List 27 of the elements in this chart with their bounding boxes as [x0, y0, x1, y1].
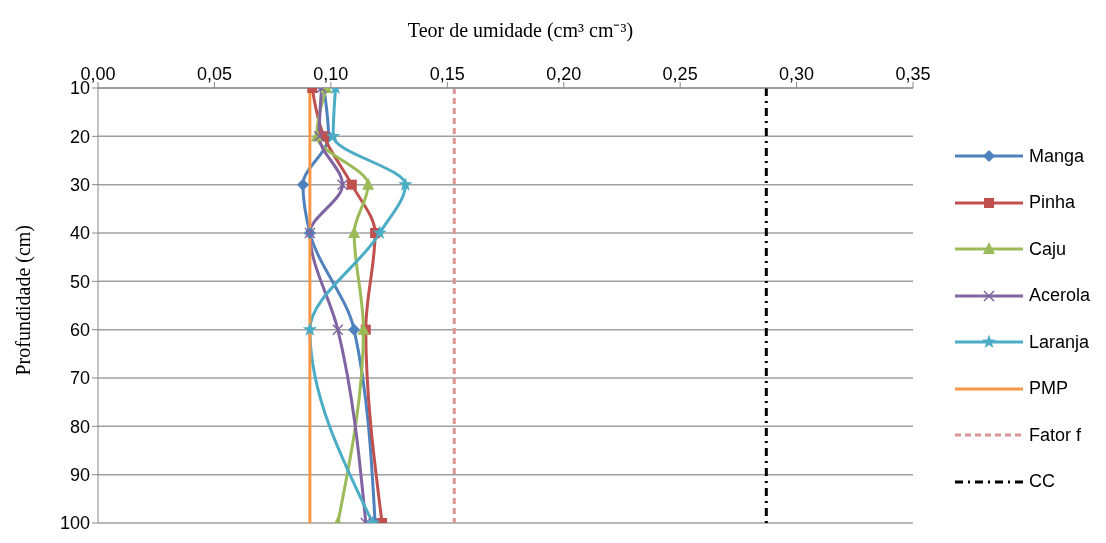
x-tick-label: 0,30 — [779, 64, 815, 84]
legend-label: PMP — [1029, 378, 1069, 400]
y-tick-label: 20 — [69, 126, 90, 147]
x-tick-label: 0,20 — [546, 64, 582, 84]
y-tick-label: 40 — [69, 223, 90, 244]
legend-label: CC — [1029, 471, 1055, 493]
y-tick-label: 80 — [69, 416, 90, 437]
x-tick-label: 0,25 — [662, 64, 698, 84]
y-tick-label: 60 — [69, 320, 90, 341]
y-axis-title: Profundidade (cm) — [12, 224, 36, 376]
x-tick-label: 0,35 — [895, 64, 931, 84]
y-tick-label: 50 — [69, 271, 90, 292]
legend-label: Acerola — [1029, 285, 1091, 307]
x-tick-label: 0,10 — [313, 64, 349, 84]
x-tick-label: 0,05 — [196, 64, 232, 84]
x-tick-label: 0,00 — [80, 64, 116, 84]
legend-label: Caju — [1029, 238, 1067, 260]
y-tick-label: 30 — [69, 175, 90, 196]
y-tick-label: 70 — [69, 368, 90, 389]
x-axis-title: Teor de umidade (cm³ cm⁻³) — [406, 18, 635, 43]
y-tick-label: 100 — [59, 513, 90, 534]
legend-label: Laranja — [1029, 331, 1090, 353]
legend-label: Pinha — [1029, 192, 1076, 214]
legend-label: Manga — [1029, 145, 1085, 167]
legend-label: Fator f — [1029, 424, 1082, 446]
x-tick-label: 0,15 — [429, 64, 465, 84]
y-tick-label: 90 — [69, 465, 90, 486]
